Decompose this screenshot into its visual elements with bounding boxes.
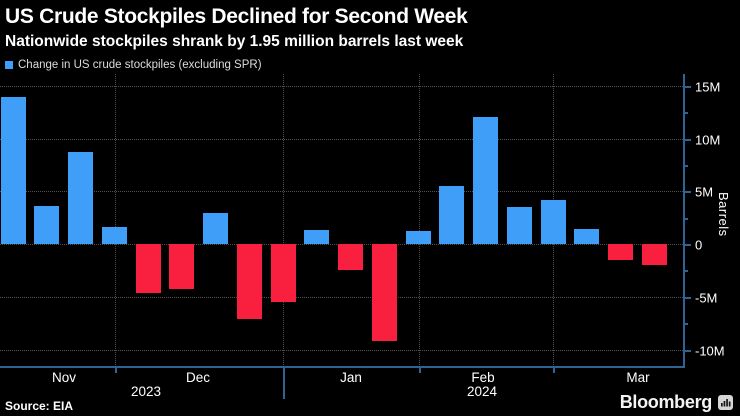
h-gridline: [0, 85, 683, 87]
y-tick-label: -10M: [695, 343, 725, 358]
y-major-tick: [685, 85, 691, 88]
bar-week-20: [641, 244, 667, 265]
y-minor-tick: [685, 323, 688, 326]
v-gridline: [419, 74, 420, 367]
y-axis-title: Barrels: [716, 192, 731, 237]
x-month-label: Mar: [626, 370, 650, 385]
bloomberg-terminal-icon: [718, 395, 733, 410]
chart-subtitle: Nationwide stockpiles shrank by 1.95 mil…: [5, 33, 464, 50]
y-tick-label: 15M: [695, 79, 721, 95]
bar-week-12: [371, 244, 397, 342]
year-divider-line: [283, 368, 285, 399]
y-minor-tick: [685, 164, 688, 167]
bar-week-10: [304, 230, 330, 244]
x-month-label: Nov: [51, 370, 77, 385]
y-tick-label: -5M: [695, 290, 718, 306]
y-major-tick: [685, 191, 691, 194]
y-major-tick: [685, 349, 691, 352]
x-year-label: 2024: [466, 384, 498, 399]
x-month-tick: [115, 368, 117, 373]
v-gridline: [283, 74, 284, 367]
bar-week-1: [0, 97, 26, 244]
bar-week-19: [608, 244, 634, 260]
chart-title: US Crude Stockpiles Declined for Second …: [5, 5, 468, 28]
bar-week-6: [169, 244, 195, 290]
x-month-label: Feb: [471, 370, 495, 385]
h-gridline: [0, 191, 683, 193]
y-minor-tick: [685, 112, 688, 115]
legend-label: Change in US crude stockpiles (excluding…: [18, 59, 262, 71]
bar-week-16: [506, 207, 532, 244]
bar-week-9: [270, 244, 296, 303]
h-gridline: [0, 349, 683, 351]
bar-week-2: [34, 206, 60, 244]
bar-week-8: [236, 244, 262, 319]
x-month-label: Jan: [340, 370, 362, 385]
y-major-tick: [685, 138, 691, 141]
x-month-tick: [419, 368, 421, 373]
bar-week-18: [574, 229, 600, 244]
legend-swatch-icon: [5, 61, 13, 69]
y-major-tick: [685, 244, 691, 246]
y-tick-label: 5M: [695, 184, 714, 200]
y-minor-tick: [685, 217, 688, 220]
h-gridline: [0, 296, 683, 298]
y-minor-tick: [685, 270, 688, 273]
x-month-label: Dec: [185, 370, 211, 385]
source-note: Source: EIA: [5, 399, 74, 413]
y-major-tick: [685, 296, 691, 299]
bar-week-4: [101, 227, 127, 244]
brand-name: Bloomberg: [619, 392, 713, 412]
x-month-tick: [553, 368, 555, 373]
x-year-label: 2023: [130, 384, 162, 399]
y-tick-label: 10M: [695, 132, 721, 147]
brand-mark: Bloomberg: [620, 392, 733, 413]
bar-week-15: [473, 117, 499, 244]
bar-week-17: [540, 199, 566, 244]
bar-week-7: [203, 213, 229, 244]
x-axis-line: [0, 366, 685, 368]
h-gridline: [0, 138, 683, 140]
y-axis-line: [683, 74, 685, 368]
plot-area: [0, 74, 683, 367]
bar-week-5: [135, 244, 161, 293]
bar-week-3: [68, 152, 94, 244]
v-gridline: [115, 74, 116, 367]
bar-week-13: [405, 231, 431, 244]
y-tick-label: 0: [695, 237, 703, 253]
legend: Change in US crude stockpiles (excluding…: [5, 59, 262, 71]
bar-week-11: [338, 244, 364, 271]
bar-week-14: [439, 185, 465, 244]
